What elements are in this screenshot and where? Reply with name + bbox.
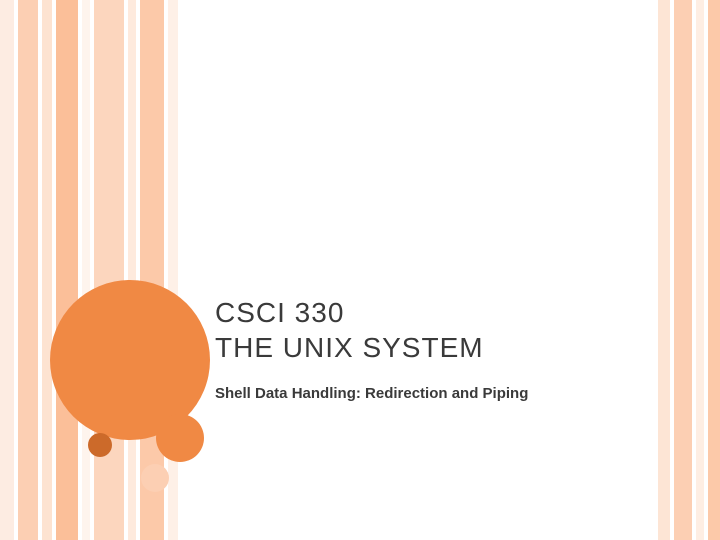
- title-line-1: CSCI 330: [215, 297, 344, 328]
- stripe: [18, 0, 38, 540]
- decorative-circle: [88, 433, 112, 457]
- stripe: [658, 0, 670, 540]
- stripe: [42, 0, 52, 540]
- slide-subtitle: Shell Data Handling: Redirection and Pip…: [215, 385, 528, 402]
- stripe: [674, 0, 692, 540]
- stripe: [56, 0, 78, 540]
- stripe: [696, 0, 704, 540]
- stripe: [140, 0, 164, 540]
- stripe: [94, 0, 124, 540]
- decorative-circle: [156, 414, 204, 462]
- slide-content: CSCI 330 THE UNIX SYSTEM Shell Data Hand…: [215, 295, 528, 402]
- stripe: [708, 0, 720, 540]
- stripe: [82, 0, 90, 540]
- background-stripes: [0, 0, 720, 540]
- stripe: [0, 0, 14, 540]
- decorative-circle: [141, 464, 169, 492]
- stripe: [128, 0, 136, 540]
- title-line-2: THE UNIX SYSTEM: [215, 332, 484, 363]
- slide-title: CSCI 330 THE UNIX SYSTEM: [215, 295, 528, 365]
